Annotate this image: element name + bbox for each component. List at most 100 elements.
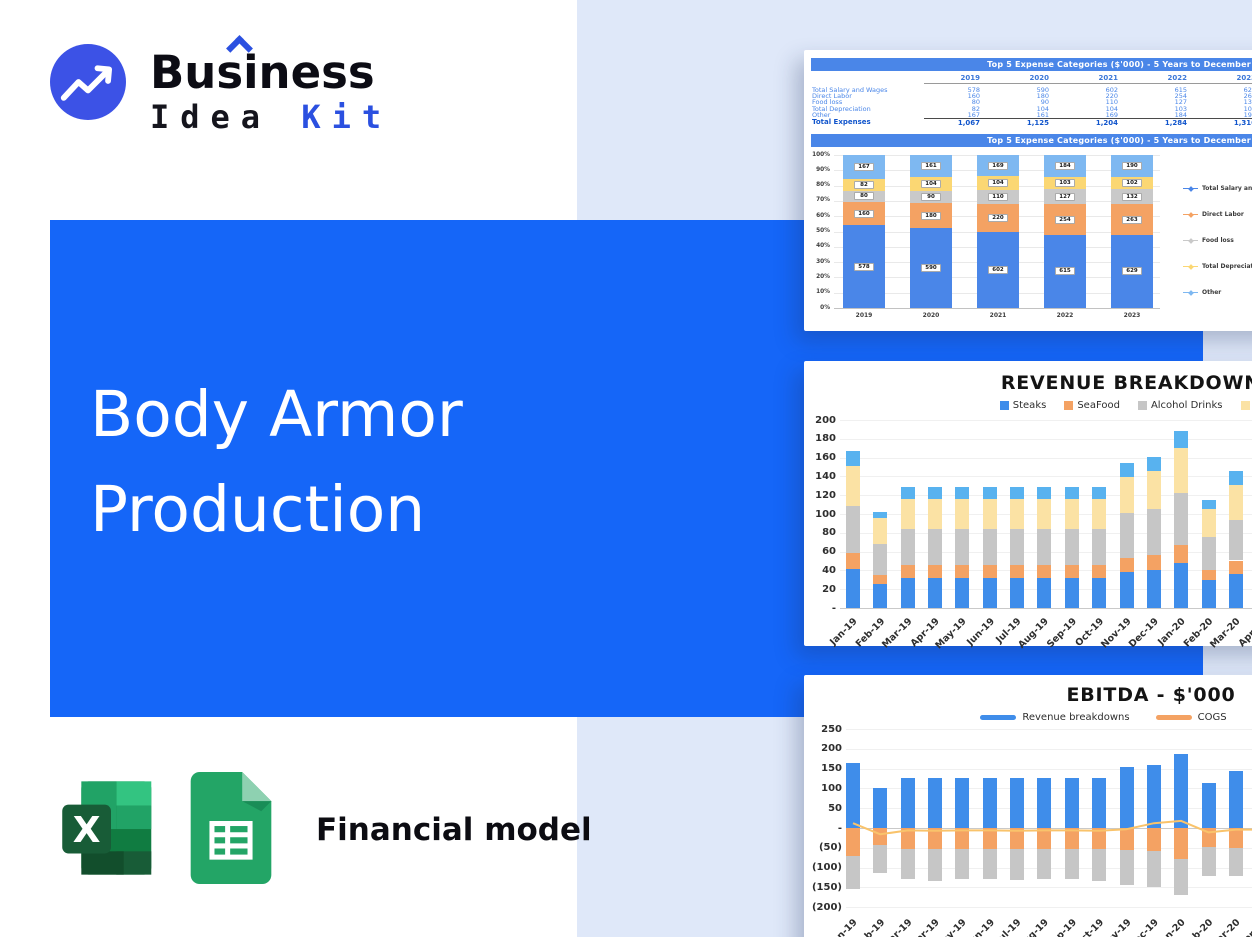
row-value: 578 xyxy=(967,86,980,94)
bar-segment xyxy=(982,487,997,499)
y-tick-label: 60 xyxy=(822,546,836,558)
row-label: Direct Labor xyxy=(812,92,852,101)
bar-segment xyxy=(873,828,888,846)
bar-segment xyxy=(846,466,860,507)
brand-idea-text: Idea xyxy=(150,98,272,136)
y-tick-label: 0% xyxy=(820,304,830,311)
bar-segment xyxy=(1092,848,1107,881)
year-header: 2023 xyxy=(1200,74,1252,84)
ebitda-chart: 250 200 150 100 50- (50) (100) (150) (200) Jan-19… xyxy=(804,724,1252,937)
y-tick-label: 20 xyxy=(822,583,836,595)
bar-segment xyxy=(928,577,943,608)
bar-segment xyxy=(1092,487,1107,499)
legend-item: Alcohol Drinks xyxy=(1137,400,1223,411)
x-tick-label: 2023 xyxy=(1123,312,1141,320)
bar-segment xyxy=(955,577,970,608)
bar-segment xyxy=(1201,509,1216,537)
y-tick-label: - xyxy=(837,822,842,834)
y-tick-label: 80% xyxy=(816,182,830,189)
legend-label: Total Depreciation xyxy=(1202,263,1252,271)
bar-segment xyxy=(1064,777,1079,828)
total-value: 1,316 xyxy=(1200,118,1252,128)
y-tick-label: (150) xyxy=(811,881,842,893)
legend-item: Total Depreciation xyxy=(1183,263,1252,270)
bar-segment xyxy=(900,828,915,849)
legend-swatch-icon xyxy=(1064,401,1074,410)
revenue-chart: 200 180 160 140 120 100 80 60 40 20- Jan-19 Feb-19 M… xyxy=(804,412,1252,652)
y-tick-label: 200 xyxy=(815,414,836,426)
year-header: 2021 xyxy=(1062,74,1131,84)
legend-label: SeaFood xyxy=(1077,400,1120,411)
legend-label: COGS xyxy=(1197,712,1227,723)
segment-value-label: 127 xyxy=(1055,192,1075,201)
row-value: 80 xyxy=(971,98,980,107)
bar-segment xyxy=(1119,557,1134,572)
gridline xyxy=(846,748,1252,750)
bar-segment xyxy=(1228,828,1243,848)
bar-segment xyxy=(900,848,915,880)
bar-segment xyxy=(846,552,860,570)
bar-segment xyxy=(1037,529,1052,566)
row-label: Food loss xyxy=(812,98,843,107)
bar-segment xyxy=(1174,754,1189,828)
expense-chart: 100% 90% 80% 70% 60% 50% 40% 30% 20% 10% 0% 578 160 8… xyxy=(804,147,1252,329)
bar-segment xyxy=(846,762,860,828)
y-tick-label: 180 xyxy=(815,433,836,445)
bar-segment xyxy=(1174,828,1189,859)
legend-swatch-icon xyxy=(1137,401,1147,410)
row-value: 160 xyxy=(967,92,980,101)
bar-segment xyxy=(1037,498,1052,530)
bar-segment xyxy=(1037,828,1052,849)
bar-segment xyxy=(1119,767,1134,828)
bar-segment xyxy=(928,565,943,578)
legend-item: Steaks xyxy=(999,400,1046,411)
segment-value-label: 132 xyxy=(1122,192,1142,201)
y-tick-label: 160 xyxy=(815,452,836,464)
y-tick-label: 30% xyxy=(816,258,830,265)
bar-segment xyxy=(900,777,915,828)
bar-segment xyxy=(1037,487,1052,499)
bar-segment xyxy=(846,569,860,608)
bar-segment xyxy=(1174,431,1189,449)
gridline xyxy=(840,420,1252,421)
year-header: 2020 xyxy=(993,74,1062,84)
bar-segment xyxy=(846,828,860,856)
bar-segment xyxy=(1146,471,1161,510)
bar-segment xyxy=(982,529,997,566)
segment-value-label: 578 xyxy=(854,262,874,271)
bar-segment xyxy=(928,487,943,499)
year-header: 2022 xyxy=(1131,74,1200,84)
bar-segment xyxy=(982,777,997,828)
bar-segment xyxy=(900,565,915,578)
expense-table-row: Food loss 80 90 110 127 132 xyxy=(812,98,1252,107)
legend-item: COGS xyxy=(1155,712,1227,723)
bar-segment xyxy=(1228,770,1243,828)
bar-segment xyxy=(928,848,943,881)
bar-segment xyxy=(955,848,970,880)
row-value: 104 xyxy=(1036,104,1049,113)
bar-segment xyxy=(1064,565,1079,578)
expense-table-header: 201920202021202220232 xyxy=(812,74,1252,84)
legend-swatch-icon xyxy=(999,401,1009,410)
legend-marker-icon xyxy=(1183,289,1198,296)
row-value: 190 xyxy=(1243,110,1252,119)
row-value: 167 xyxy=(967,110,980,119)
bar-segment xyxy=(900,498,915,530)
bar-segment xyxy=(1064,828,1079,849)
legend-marker-icon xyxy=(1183,185,1198,192)
segment-value-label: 102 xyxy=(1122,179,1142,188)
row-value: 629 xyxy=(1243,86,1252,94)
bar-segment xyxy=(1010,828,1025,849)
y-tick-label: 100 xyxy=(821,782,842,794)
bar-segment xyxy=(1201,847,1216,877)
segment-value-label: 82 xyxy=(854,180,874,189)
x-tick-label: 2020 xyxy=(922,312,940,320)
bar-segment xyxy=(982,848,997,880)
x-axis-line xyxy=(834,308,1160,310)
bar-segment xyxy=(846,451,860,467)
row-value: 102 xyxy=(1243,104,1252,113)
total-value: 1,204 xyxy=(1062,118,1131,128)
bar-segment xyxy=(955,529,970,566)
bar-segment xyxy=(1228,560,1243,574)
